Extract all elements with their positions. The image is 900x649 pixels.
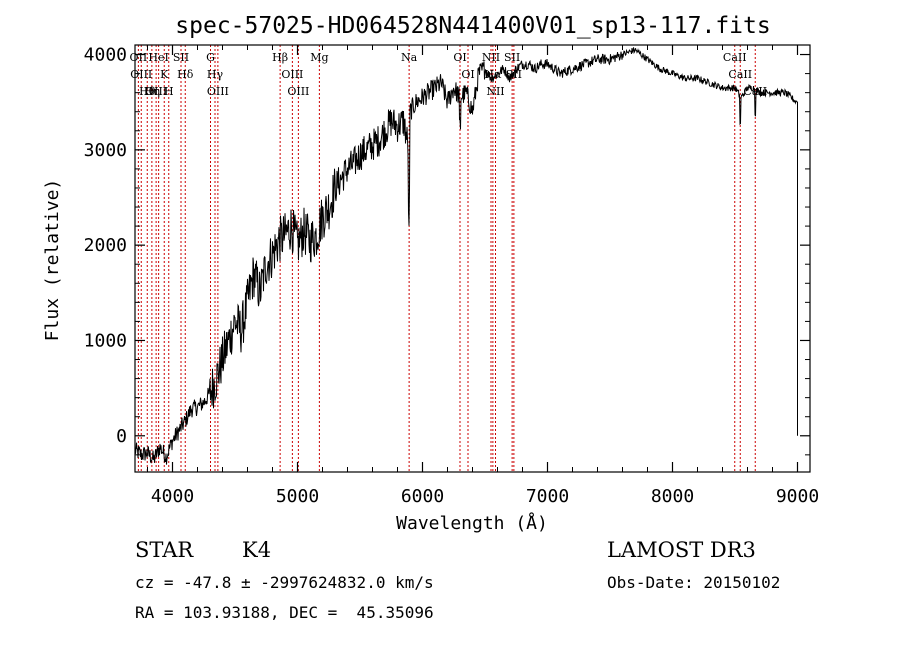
x-tick-label: 6000 bbox=[401, 486, 444, 507]
line-marker-label: CaII bbox=[728, 68, 752, 81]
obs-date-line: Obs-Date: 20150102 bbox=[607, 573, 781, 592]
line-marker-label: CaII bbox=[723, 51, 747, 64]
line-marker-label: NII bbox=[486, 85, 504, 98]
y-tick-label: 1000 bbox=[84, 330, 127, 351]
line-marker-label: Hθ bbox=[139, 85, 156, 98]
x-tick-label: 8000 bbox=[651, 486, 694, 507]
spectrum-line bbox=[134, 47, 798, 465]
line-marker-label: OIII bbox=[287, 85, 309, 98]
line-marker-label: HeI bbox=[148, 51, 168, 64]
line-marker-label: OIII bbox=[281, 68, 303, 81]
y-tick-label: 2000 bbox=[84, 235, 127, 256]
line-marker-label: OIII bbox=[145, 85, 167, 98]
line-marker-label: Hδ bbox=[177, 68, 194, 81]
y-tick-label: 0 bbox=[116, 426, 127, 447]
line-marker-label: Mg bbox=[310, 51, 328, 64]
spectrum-series bbox=[134, 47, 798, 465]
y-axis-label: Flux (relative) bbox=[42, 179, 63, 342]
line-marker-label: NII bbox=[482, 51, 500, 64]
x-axis-label: Wavelength (Å) bbox=[396, 512, 548, 534]
coordinates-line: RA = 103.93188, DEC = 45.35096 bbox=[135, 603, 434, 622]
line-marker-label: H bbox=[164, 85, 174, 98]
chart-title: spec-57025-HD064528N441400V01_sp13-117.f… bbox=[175, 13, 770, 39]
object-class: STAR bbox=[135, 538, 194, 562]
line-marker-label: Na bbox=[401, 51, 418, 64]
line-marker-label: G bbox=[206, 51, 215, 64]
line-marker-label: OIII bbox=[130, 68, 152, 81]
x-tick-label: 7000 bbox=[526, 486, 569, 507]
line-marker-label: SII bbox=[173, 51, 189, 64]
line-markers bbox=[137, 45, 756, 472]
y-tick-label: 4000 bbox=[84, 45, 127, 66]
line-marker-label: OIII bbox=[207, 85, 229, 98]
line-marker-label: Hγ bbox=[207, 68, 224, 81]
x-axis-ticks: 4000 5000 6000 7000 8000 9000 bbox=[147, 45, 819, 507]
line-marker-label: OII bbox=[130, 51, 148, 64]
line-marker-label: OI bbox=[461, 68, 474, 81]
line-marker-label: Hη bbox=[144, 85, 160, 98]
line-marker-label: Hβ bbox=[272, 51, 288, 64]
line-marker-label: K bbox=[160, 68, 169, 81]
spectral-subclass: K4 bbox=[242, 538, 272, 562]
y-tick-label: 3000 bbox=[84, 140, 127, 161]
x-tick-label: 9000 bbox=[776, 486, 819, 507]
line-marker-label: OI bbox=[453, 51, 466, 64]
line-marker-labels: OIIOIIIHθHηOIIIHeIKHSIIHδGHγOIIIHβOIIIOI… bbox=[130, 51, 768, 98]
x-tick-label: 4000 bbox=[151, 486, 194, 507]
line-marker-label: SII bbox=[504, 51, 520, 64]
y-axis-ticks: 0 1000 2000 3000 4000 bbox=[84, 45, 810, 456]
x-tick-label: 5000 bbox=[276, 486, 319, 507]
redshift-line: cz = -47.8 ± -2997624832.0 km/s bbox=[135, 573, 434, 592]
survey-name: LAMOST DR3 bbox=[607, 538, 756, 562]
